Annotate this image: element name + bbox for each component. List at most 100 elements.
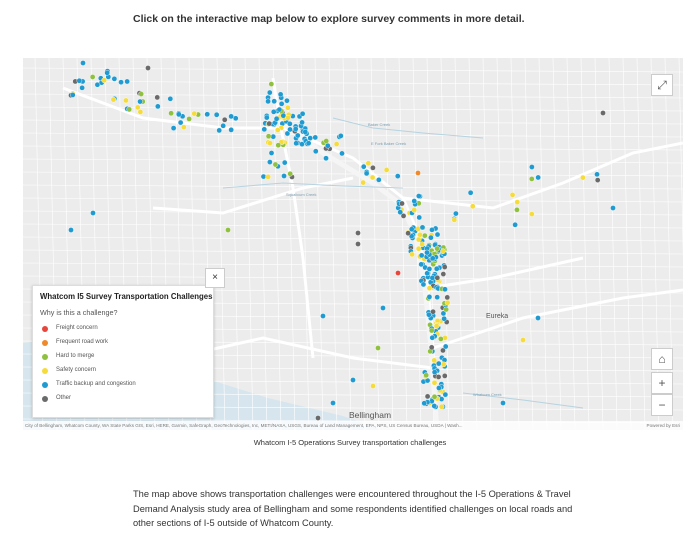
- survey-point[interactable]: [204, 111, 210, 118]
- survey-point[interactable]: [292, 126, 299, 132]
- survey-point[interactable]: [426, 311, 432, 318]
- survey-point[interactable]: [299, 119, 305, 126]
- survey-point[interactable]: [294, 132, 301, 139]
- survey-point[interactable]: [168, 110, 174, 117]
- survey-point[interactable]: [278, 101, 285, 107]
- survey-point[interactable]: [376, 177, 382, 183]
- survey-point[interactable]: [444, 299, 451, 306]
- survey-point[interactable]: [265, 174, 271, 180]
- survey-point[interactable]: [438, 403, 445, 410]
- survey-point[interactable]: [350, 377, 356, 383]
- survey-point[interactable]: [428, 344, 435, 351]
- survey-point[interactable]: [409, 251, 415, 258]
- survey-point[interactable]: [426, 294, 433, 300]
- survey-point[interactable]: [435, 360, 442, 367]
- survey-point[interactable]: [79, 85, 85, 91]
- survey-point[interactable]: [408, 226, 415, 233]
- survey-point[interactable]: [270, 133, 277, 140]
- survey-point[interactable]: [428, 327, 435, 334]
- survey-point[interactable]: [276, 106, 283, 113]
- survey-point[interactable]: [315, 415, 321, 421]
- survey-point[interactable]: [170, 125, 177, 131]
- survey-point[interactable]: [397, 209, 404, 215]
- survey-point[interactable]: [265, 98, 271, 105]
- survey-point[interactable]: [467, 189, 474, 196]
- survey-point[interactable]: [272, 161, 279, 168]
- survey-point[interactable]: [284, 97, 290, 104]
- survey-point[interactable]: [444, 294, 451, 301]
- survey-point[interactable]: [440, 361, 447, 368]
- survey-point[interactable]: [355, 230, 361, 236]
- survey-point[interactable]: [118, 79, 124, 85]
- survey-point[interactable]: [520, 337, 526, 343]
- survey-point[interactable]: [177, 119, 184, 126]
- survey-point[interactable]: [287, 126, 293, 133]
- survey-point[interactable]: [535, 174, 541, 181]
- survey-point[interactable]: [440, 271, 447, 277]
- legend-close-button[interactable]: ×: [205, 268, 225, 288]
- survey-point[interactable]: [263, 114, 270, 121]
- survey-point[interactable]: [441, 264, 448, 270]
- survey-point[interactable]: [68, 227, 74, 233]
- survey-point[interactable]: [451, 217, 458, 223]
- survey-point[interactable]: [529, 211, 535, 217]
- survey-point[interactable]: [176, 111, 182, 118]
- survey-point[interactable]: [509, 192, 516, 198]
- survey-point[interactable]: [137, 109, 144, 115]
- survey-point[interactable]: [323, 155, 329, 162]
- survey-point[interactable]: [430, 308, 436, 315]
- survey-point[interactable]: [442, 391, 449, 398]
- survey-point[interactable]: [138, 91, 144, 97]
- survey-point[interactable]: [323, 138, 330, 144]
- survey-point[interactable]: [221, 116, 228, 123]
- survey-point[interactable]: [280, 112, 287, 119]
- survey-point[interactable]: [440, 248, 446, 254]
- survey-point[interactable]: [268, 150, 275, 156]
- survey-point[interactable]: [434, 274, 441, 281]
- survey-point[interactable]: [415, 193, 422, 199]
- survey-point[interactable]: [433, 265, 440, 272]
- road-work-point[interactable]: [415, 170, 421, 176]
- survey-point[interactable]: [529, 164, 535, 170]
- survey-point[interactable]: [436, 385, 442, 391]
- survey-point[interactable]: [305, 140, 312, 146]
- survey-point[interactable]: [299, 141, 305, 147]
- survey-point[interactable]: [440, 347, 446, 354]
- survey-point[interactable]: [514, 207, 520, 213]
- survey-point[interactable]: [339, 150, 345, 157]
- survey-point[interactable]: [76, 77, 83, 84]
- survey-point[interactable]: [191, 110, 198, 117]
- survey-point[interactable]: [273, 115, 280, 122]
- survey-point[interactable]: [124, 78, 130, 85]
- survey-point[interactable]: [137, 98, 143, 105]
- survey-point[interactable]: [277, 91, 284, 98]
- survey-point[interactable]: [431, 369, 438, 375]
- survey-point[interactable]: [370, 165, 376, 171]
- survey-point[interactable]: [154, 94, 161, 101]
- survey-point[interactable]: [424, 270, 430, 277]
- powered-by-esri-link[interactable]: Powered by Esri: [646, 423, 680, 428]
- survey-point[interactable]: [419, 241, 425, 248]
- survey-point[interactable]: [167, 95, 174, 102]
- survey-points[interactable]: [68, 60, 616, 421]
- survey-point[interactable]: [426, 285, 433, 292]
- survey-point[interactable]: [434, 294, 440, 300]
- survey-point[interactable]: [431, 403, 438, 409]
- survey-point[interactable]: [369, 174, 376, 181]
- survey-point[interactable]: [267, 159, 273, 165]
- survey-point[interactable]: [453, 210, 459, 217]
- survey-point[interactable]: [441, 315, 447, 322]
- survey-point[interactable]: [281, 159, 288, 166]
- survey-point[interactable]: [126, 106, 133, 113]
- survey-point[interactable]: [434, 231, 441, 238]
- survey-point[interactable]: [111, 76, 118, 82]
- survey-point[interactable]: [429, 255, 436, 262]
- survey-point[interactable]: [428, 234, 434, 241]
- survey-point[interactable]: [442, 343, 449, 350]
- survey-point[interactable]: [101, 77, 107, 84]
- survey-point[interactable]: [267, 140, 273, 146]
- survey-point[interactable]: [89, 74, 96, 80]
- survey-point[interactable]: [155, 103, 161, 110]
- survey-point[interactable]: [600, 110, 606, 116]
- survey-point[interactable]: [443, 306, 449, 313]
